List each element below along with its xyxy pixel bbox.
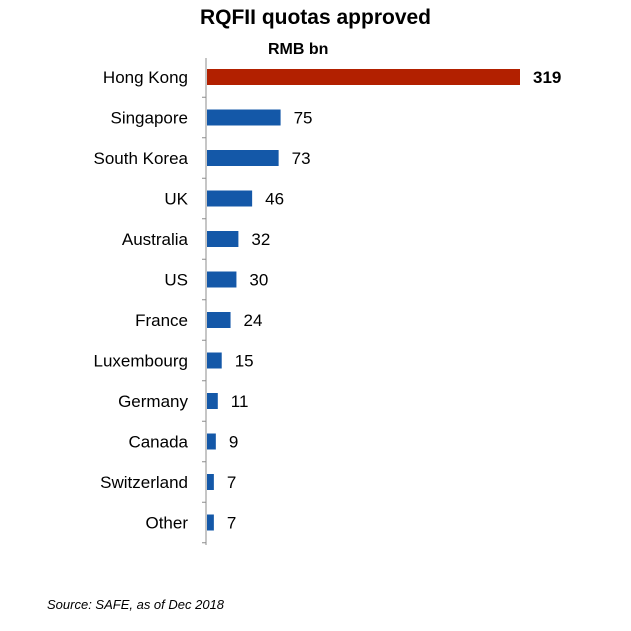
category-label: US	[164, 271, 188, 290]
category-label: Australia	[122, 230, 189, 249]
value-label: 15	[235, 352, 254, 371]
bar	[207, 231, 239, 247]
category-label: Hong Kong	[103, 68, 188, 87]
value-label: 9	[229, 433, 238, 452]
category-label: South Korea	[93, 149, 188, 168]
category-label: Luxembourg	[93, 352, 188, 371]
category-label: Other	[145, 514, 188, 533]
category-label: France	[135, 311, 188, 330]
bar	[207, 150, 279, 166]
category-label: UK	[164, 190, 188, 209]
bar	[207, 433, 216, 450]
value-label: 319	[533, 68, 561, 87]
bars-layer: Hong Kong 319 Singapore 75 South Korea 73 UK 46…	[93, 58, 561, 545]
bar	[207, 312, 231, 328]
value-label: 7	[227, 514, 236, 533]
value-label: 30	[249, 271, 268, 290]
bar	[207, 109, 281, 126]
category-label: Germany	[118, 392, 188, 411]
chart-title: RQFII quotas approved	[199, 6, 432, 29]
bar	[207, 69, 520, 85]
category-label: Singapore	[110, 109, 188, 128]
bar	[207, 190, 253, 207]
value-label: 24	[244, 311, 263, 330]
bar	[207, 352, 222, 369]
value-label: 32	[251, 230, 270, 249]
bar	[207, 393, 218, 409]
bar	[207, 514, 214, 531]
category-label: Canada	[128, 433, 188, 452]
source-note: Source: SAFE, as of Dec 2018	[47, 597, 225, 612]
bar	[207, 271, 237, 288]
unit-label: RMB bn	[268, 41, 329, 58]
value-label: 73	[292, 149, 311, 168]
value-label: 7	[227, 473, 236, 492]
category-label: Switzerland	[100, 473, 188, 492]
value-label: 46	[265, 190, 284, 209]
bar	[207, 474, 214, 490]
value-label: 11	[231, 392, 249, 411]
value-label: 75	[294, 109, 313, 128]
